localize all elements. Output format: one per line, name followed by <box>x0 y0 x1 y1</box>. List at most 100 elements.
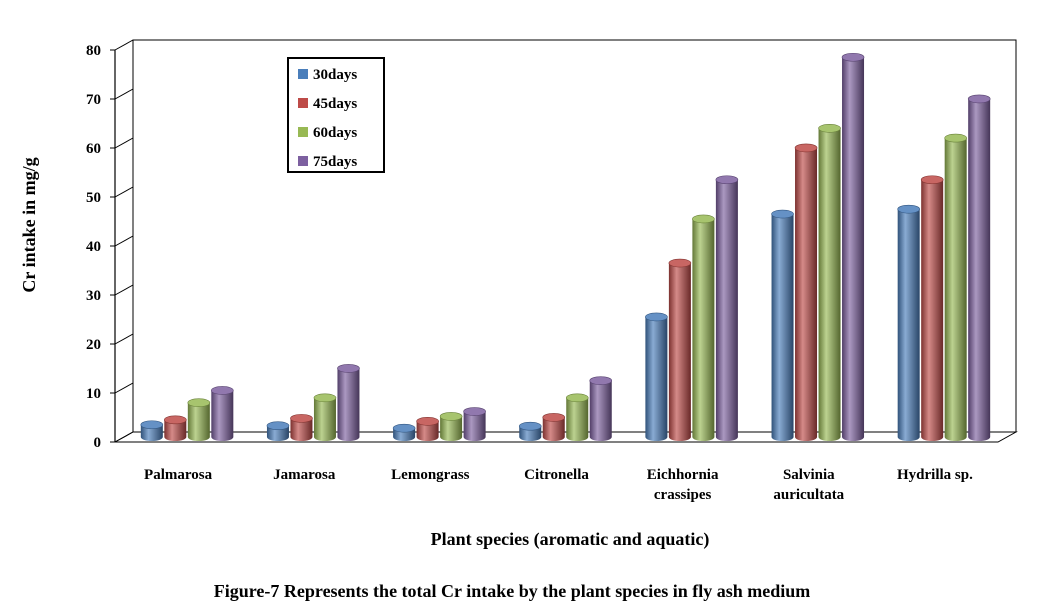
x-tick-label: Jamarosa <box>273 467 336 483</box>
bar-top <box>715 175 739 185</box>
y-tick-depth <box>114 88 134 100</box>
y-tick-label: 70 <box>86 92 101 108</box>
bar-body <box>968 98 991 442</box>
x-tick-label: Hydrilla sp. <box>897 467 973 483</box>
y-tick-label: 20 <box>86 337 101 353</box>
x-tick-label: Lemongrass <box>391 467 469 483</box>
x-axis: Palmarosa Jamarosa Lemongrass Citronella Eic… <box>144 467 973 503</box>
bar-body <box>463 411 486 441</box>
bar <box>164 415 187 441</box>
bar <box>266 421 290 441</box>
legend-swatch <box>298 156 308 166</box>
legend: 30days 45days 60days 75days <box>287 57 385 173</box>
bar-top <box>463 407 486 416</box>
bar-top <box>518 421 542 431</box>
legend-label: 60days <box>313 125 357 141</box>
plot-back-wall <box>132 39 1017 433</box>
bar-top <box>542 413 566 422</box>
bar <box>463 407 486 441</box>
bar-top <box>818 124 841 133</box>
bar-body <box>921 179 944 441</box>
bar-body <box>313 397 336 441</box>
bar-body <box>440 416 463 441</box>
legend-label: 75days <box>313 154 357 170</box>
bar-body <box>566 397 589 441</box>
y-tick-label: 10 <box>86 386 101 402</box>
x-axis-title: Plant species (aromatic and aquatic) <box>431 529 710 550</box>
x-tick-label: Salvinia auricultata <box>773 467 844 503</box>
bars <box>140 52 991 442</box>
bar-top <box>266 421 290 431</box>
bar <box>645 312 668 441</box>
legend-label: 45days <box>313 96 357 112</box>
bar-body <box>795 147 818 441</box>
y-tick-depth <box>114 431 134 443</box>
bar-top <box>187 398 211 408</box>
bar-top <box>313 393 337 403</box>
y-tick-depth <box>114 137 134 149</box>
bar <box>416 417 439 441</box>
legend-entry: 30days <box>298 67 357 83</box>
bar-body <box>818 128 841 442</box>
bar <box>518 421 542 441</box>
bar-body <box>290 418 313 441</box>
bar <box>392 423 416 441</box>
bar-body <box>416 421 439 441</box>
bar <box>565 393 589 441</box>
bar-top <box>645 312 668 322</box>
bar-top <box>692 214 715 224</box>
legend-entry: 75days <box>298 154 357 170</box>
bar-body <box>944 138 967 441</box>
bar <box>771 209 794 441</box>
y-tick-depth <box>114 235 134 247</box>
bar-body <box>164 419 187 441</box>
bar-top <box>337 364 360 373</box>
y-tick-depth <box>114 186 134 198</box>
bar-top <box>897 204 920 214</box>
bar-top <box>164 415 187 425</box>
bar-top <box>589 376 613 385</box>
bar-body <box>266 425 289 441</box>
bar-top <box>211 386 234 395</box>
bar-top <box>140 420 164 430</box>
bar-body <box>187 402 210 441</box>
bar-body <box>337 368 360 441</box>
bar-body <box>140 424 163 441</box>
y-tick-depth <box>114 382 134 394</box>
bar-body <box>842 57 865 441</box>
bar-top <box>794 143 818 153</box>
bar <box>140 420 164 441</box>
x-tick-label: Eichhornia crassipes <box>647 467 719 503</box>
legend-entry: 60days <box>298 125 357 141</box>
bar-body <box>771 214 794 441</box>
bar <box>692 214 715 441</box>
bar-top <box>439 412 463 421</box>
bar-top <box>668 258 692 268</box>
bar-top <box>565 393 589 403</box>
bar-body <box>897 209 920 441</box>
bar <box>715 175 739 441</box>
y-tick-label: 0 <box>94 435 102 451</box>
y-tick-depth <box>114 284 134 296</box>
y-tick-label: 50 <box>86 190 101 206</box>
legend-label: 30days <box>313 67 357 83</box>
bar <box>668 258 692 441</box>
y-tick-depth <box>114 333 134 345</box>
x-tick-label: Palmarosa <box>144 467 213 483</box>
bar <box>187 398 211 441</box>
legend-swatch <box>298 127 308 137</box>
bar <box>589 376 613 441</box>
y-tick-label: 40 <box>86 239 101 255</box>
y-tick-depth <box>114 39 134 51</box>
bar <box>818 124 841 442</box>
bar-body <box>589 380 612 441</box>
plot-frame <box>113 39 1018 443</box>
bar <box>794 143 818 441</box>
y-tick-label: 30 <box>86 288 101 304</box>
bar-body <box>668 263 691 441</box>
bar-top <box>392 423 416 433</box>
bar <box>313 393 337 441</box>
bar-top <box>841 52 865 62</box>
bar-top <box>920 175 944 185</box>
